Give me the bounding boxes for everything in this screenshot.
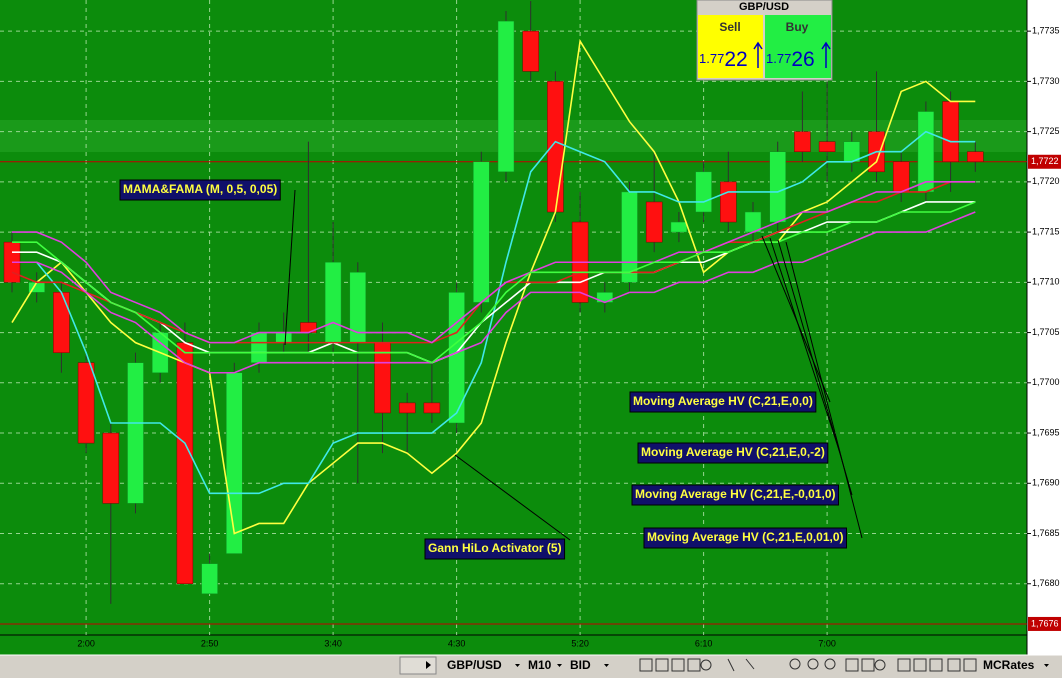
- sell-pips: 22: [724, 48, 747, 71]
- candle-body: [226, 372, 243, 554]
- quote-widget[interactable]: GBP/USD Sell Buy 1.7722 1.7726: [696, 0, 833, 81]
- y-tick-label: 1,7710: [1032, 277, 1060, 287]
- toolbar-symbol[interactable]: GBP/USD: [447, 658, 502, 672]
- candle-body: [77, 362, 95, 444]
- annotation: Moving Average HV (C,21,E,-0,01,0): [635, 487, 836, 501]
- candle-body: [201, 563, 218, 595]
- y-tick-label: 1,7725: [1032, 126, 1060, 136]
- candle-body: [423, 402, 441, 414]
- annotation-box: [629, 391, 817, 413]
- candle-body: [769, 151, 786, 223]
- price-tag: [1028, 616, 1061, 631]
- annotation-box: [631, 484, 840, 506]
- price-tag-label: 1,7676: [1031, 618, 1059, 628]
- annotation-box: [637, 442, 829, 464]
- annotation-box: [643, 527, 848, 549]
- candle-body: [176, 342, 194, 585]
- annotation: Moving Average HV (C,21,E,0,0): [633, 394, 813, 408]
- buy-pips: 26: [791, 48, 814, 71]
- annotation: MAMA&FAMA (M, 0,5, 0,05): [123, 182, 277, 196]
- candle-body: [720, 181, 737, 223]
- candle-body: [53, 292, 70, 353]
- candle-body: [818, 141, 836, 152]
- y-tick-label: 1,7695: [1032, 427, 1060, 437]
- y-tick-label: 1,7680: [1032, 578, 1060, 588]
- candle-body: [250, 332, 268, 363]
- candle-body: [522, 30, 539, 72]
- y-tick-label: 1,7720: [1032, 176, 1060, 186]
- candle-body: [324, 261, 342, 343]
- annotation-box: [119, 179, 281, 201]
- candle-body: [967, 151, 984, 163]
- candle-body: [497, 20, 515, 173]
- buy-box[interactable]: [765, 15, 831, 78]
- sell-price: 1.7722: [699, 48, 748, 71]
- price-tag: [1028, 154, 1061, 169]
- annotation: Moving Average HV (C,21,E,0,01,0): [647, 530, 844, 544]
- scroll-button[interactable]: [399, 656, 437, 675]
- x-tick-label: 5:20: [571, 638, 589, 648]
- buy-price: 1.7726: [766, 48, 815, 71]
- buy-prefix: 1.77: [766, 51, 791, 66]
- candle-body: [473, 161, 490, 303]
- leader-lines: [284, 189, 863, 541]
- indicator-line: [12, 201, 976, 364]
- price-tag-label: 1,7722: [1031, 156, 1059, 166]
- x-tick-label: 2:00: [77, 638, 95, 648]
- y-tick-label: 1,7705: [1032, 327, 1060, 337]
- candle-body: [547, 81, 564, 213]
- candle-body: [892, 161, 910, 193]
- x-tick-label: 2:50: [201, 638, 219, 648]
- toolbar-price[interactable]: BID: [570, 658, 591, 672]
- x-tick-label: 7:00: [818, 638, 836, 648]
- candle-body: [275, 332, 292, 343]
- y-tick-label: 1,7700: [1032, 377, 1060, 387]
- y-tick-label: 1,7730: [1032, 76, 1060, 86]
- candle-body: [670, 221, 688, 233]
- candle-body: [917, 111, 935, 193]
- y-tick-label: 1,7735: [1032, 26, 1060, 36]
- indicator-line: [12, 211, 976, 374]
- toolbar-icons[interactable]: [639, 658, 977, 672]
- candle-body: [794, 131, 811, 152]
- toolbar: GBP/USD M10 BID MCRates: [0, 654, 1062, 678]
- price-axis: [1027, 0, 1062, 655]
- sell-prefix: 1.77: [699, 51, 724, 66]
- indicator-line: [12, 181, 976, 344]
- indicator-line: [12, 201, 976, 364]
- sell-label: Sell: [719, 20, 740, 34]
- indicator-line: [11, 38, 976, 535]
- annotation: Gann HiLo Activator (5): [428, 541, 562, 555]
- annotation: Moving Average HV (C,21,E,0,-2): [641, 445, 825, 459]
- candle-body: [942, 101, 959, 163]
- toolbar-period[interactable]: M10: [528, 658, 552, 672]
- candle-body: [102, 432, 120, 504]
- annotation-box: [424, 538, 566, 560]
- buy-label: Buy: [786, 20, 809, 34]
- arrow-icon: [753, 41, 831, 68]
- toolbar-account[interactable]: MCRates: [983, 658, 1035, 672]
- x-tick-label: 4:30: [448, 638, 466, 648]
- y-tick-label: 1,7690: [1032, 478, 1060, 488]
- x-tick-label: 3:40: [324, 638, 342, 648]
- quote-symbol: GBP/USD: [739, 1, 789, 13]
- candle-body: [645, 201, 663, 243]
- candle-body: [621, 191, 638, 283]
- candle-body: [695, 171, 712, 213]
- x-tick-label: 6:10: [695, 638, 713, 648]
- candle-body: [127, 362, 144, 504]
- candle-body: [398, 402, 416, 414]
- candle-body: [448, 292, 465, 424]
- y-tick-label: 1,7715: [1032, 226, 1060, 236]
- sell-box[interactable]: [698, 15, 763, 78]
- y-tick-label: 1,7685: [1032, 528, 1060, 538]
